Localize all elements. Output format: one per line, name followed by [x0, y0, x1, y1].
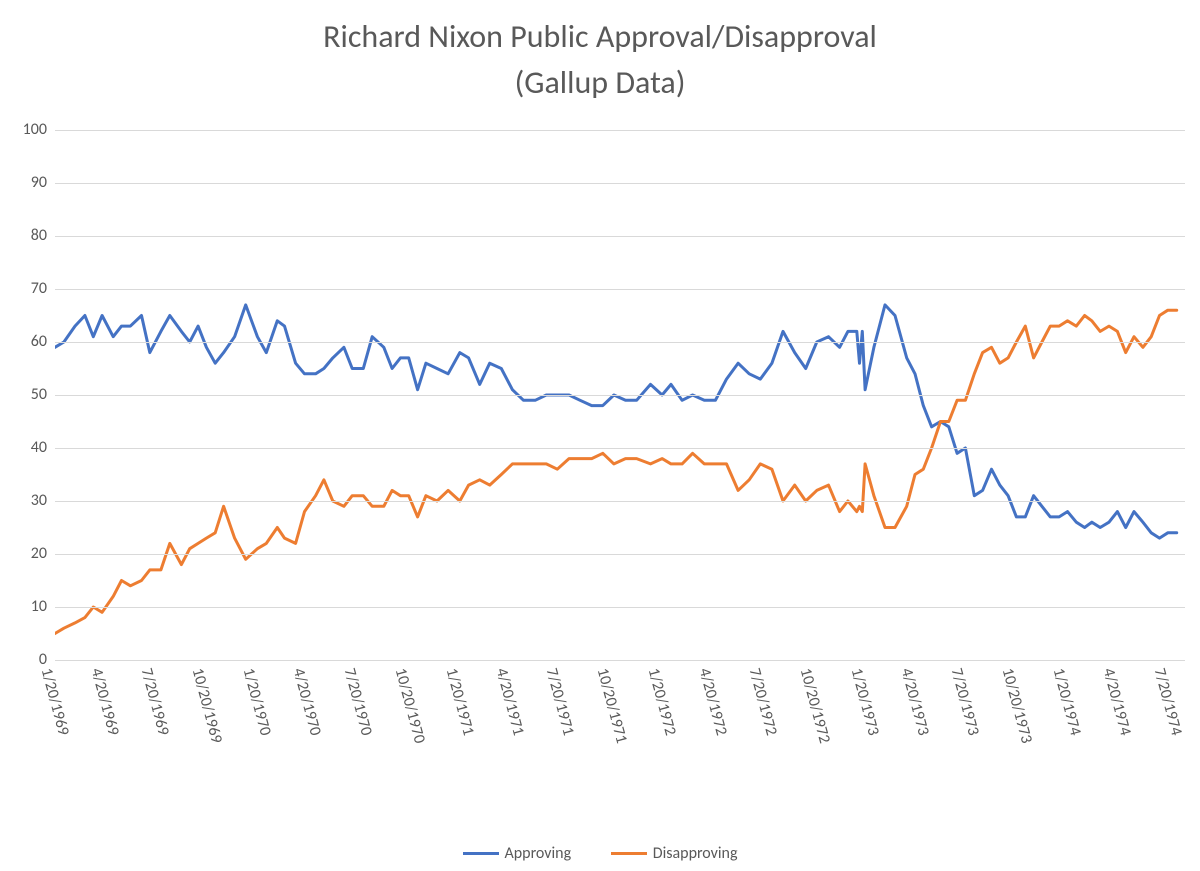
legend-label-approving: Approving — [505, 844, 572, 863]
chart-title-line1: Richard Nixon Public Approval/Disapprova… — [0, 18, 1200, 56]
x-axis-tick-label: 4/20/1969 — [87, 666, 123, 738]
legend-item-disapproving: Disapproving — [611, 844, 738, 863]
y-axis-tick-label: 90 — [0, 173, 47, 192]
x-axis-tick-label: 10/20/1970 — [390, 666, 428, 746]
chart-legend: Approving Disapproving — [0, 841, 1200, 863]
chart-container: Richard Nixon Public Approval/Disapprova… — [0, 0, 1200, 871]
x-axis-tick-label: 4/20/1972 — [694, 666, 730, 738]
y-axis-tick-label: 40 — [0, 438, 47, 457]
x-axis-tick-label: 10/20/1969 — [188, 666, 226, 746]
x-axis-tick-label: 7/20/1974 — [1149, 666, 1185, 738]
y-axis-tick-label: 60 — [0, 332, 47, 351]
y-axis-tick-label: 80 — [0, 226, 47, 245]
y-axis-tick-label: 10 — [0, 597, 47, 616]
plot-area — [55, 130, 1185, 660]
x-axis-tick-label: 10/20/1973 — [998, 666, 1036, 746]
x-axis-tick-label: 7/20/1971 — [542, 666, 578, 738]
chart-title-line2: (Gallup Data) — [0, 64, 1200, 102]
gridline — [55, 607, 1185, 608]
gridline — [55, 395, 1185, 396]
x-axis-tick-label: 4/20/1973 — [897, 666, 933, 738]
x-axis-tick-label: 4/20/1974 — [1099, 666, 1135, 738]
x-axis-tick-label: 4/20/1970 — [289, 666, 325, 738]
series-line-approving — [55, 305, 1177, 538]
y-axis-tick-label: 100 — [0, 120, 47, 139]
y-axis-tick-label: 30 — [0, 491, 47, 510]
gridline — [55, 236, 1185, 237]
gridline — [55, 289, 1185, 290]
x-axis-tick-label: 1/20/1972 — [644, 666, 680, 738]
x-axis-line — [55, 660, 1185, 661]
x-axis-tick-label: 4/20/1971 — [491, 666, 527, 738]
x-axis-tick-label: 7/20/1972 — [745, 666, 781, 738]
legend-swatch-disapproving — [611, 852, 647, 855]
x-axis-tick-label: 10/20/1971 — [593, 666, 631, 746]
legend-swatch-approving — [463, 852, 499, 855]
y-axis-tick-label: 20 — [0, 544, 47, 563]
x-axis-tick-label: 7/20/1973 — [947, 666, 983, 738]
x-axis-tick-label: 1/20/1970 — [239, 666, 275, 738]
gridline — [55, 342, 1185, 343]
y-axis-tick-label: 0 — [0, 650, 47, 669]
gridline — [55, 130, 1185, 131]
gridline — [55, 501, 1185, 502]
legend-item-approving: Approving — [463, 844, 572, 863]
x-axis-tick-label: 1/20/1974 — [1049, 666, 1085, 738]
x-axis-tick-label: 7/20/1969 — [137, 666, 173, 738]
legend-label-disapproving: Disapproving — [653, 844, 738, 863]
y-axis-tick-label: 70 — [0, 279, 47, 298]
series-line-disapproving — [55, 310, 1177, 633]
x-axis-tick-label: 1/20/1969 — [37, 666, 73, 738]
gridline — [55, 554, 1185, 555]
x-axis-tick-label: 1/20/1973 — [847, 666, 883, 738]
x-axis-tick-label: 1/20/1971 — [441, 666, 477, 738]
gridline — [55, 183, 1185, 184]
gridline — [55, 448, 1185, 449]
x-axis-tick-label: 7/20/1970 — [339, 666, 375, 738]
x-axis-tick-label: 10/20/1972 — [796, 666, 834, 746]
y-axis-tick-label: 50 — [0, 385, 47, 404]
